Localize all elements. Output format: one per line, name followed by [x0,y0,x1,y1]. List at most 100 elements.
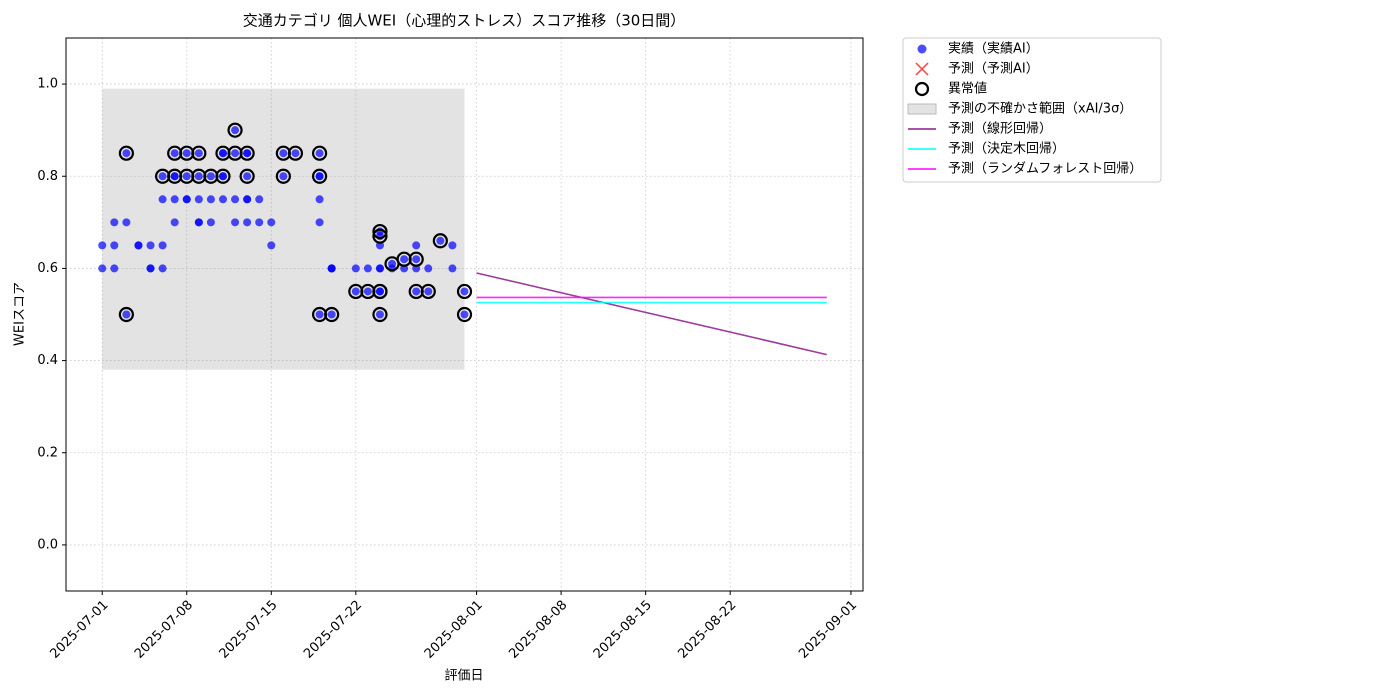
actual-point [122,218,131,227]
x-tick-label: 2025-08-22 [675,598,739,662]
actual-point [255,218,264,227]
legend-box [902,37,1162,183]
anomaly-marker [227,122,243,138]
actual-point [110,264,119,273]
actual-point [375,264,384,273]
legend-item: 実績（実績AI） [917,41,1039,57]
anomaly-marker [239,145,255,161]
actual-point [98,264,107,273]
anomaly-marker [456,283,473,300]
actual-point [218,172,227,181]
actual-point [448,264,457,273]
actual-point [327,264,336,273]
actual-point [279,172,288,181]
actual-point [194,149,203,158]
actual-point [194,218,203,227]
legend-item: 予測（ランダムフォレスト回帰） [908,161,1142,177]
anomaly-marker [432,233,448,249]
actual-point [122,149,131,158]
anomaly-marker [372,223,388,240]
actual-point [170,172,179,181]
actual-point [424,287,433,296]
actual-point [327,310,336,319]
anomaly-marker [215,168,231,184]
actual-point [122,310,131,319]
y-tick-label: 0.6 [37,261,58,276]
actual-point [375,310,384,319]
actual-point [363,287,372,296]
legend-item: 予測（線形回帰） [908,121,1052,137]
actual-point [400,255,409,264]
actual-point [146,241,155,250]
actual-point [182,195,191,204]
legend-label: 実績（実績AI） [948,41,1039,57]
actual-point [98,241,107,250]
actual-point [146,264,155,273]
x-tick-label: 2025-07-08 [132,598,196,662]
y-tick-label: 0.8 [37,169,58,184]
anomaly-marker [287,145,304,161]
actual-point [194,195,203,204]
legend-label: 予測（ランダムフォレスト回帰） [948,161,1142,177]
actual-point [170,195,179,204]
anomaly-marker [420,283,436,300]
actual-point [363,264,372,273]
legend-item: 予測（決定木回帰） [908,141,1065,157]
actual-point [315,310,324,319]
actual-point [243,172,252,181]
y-tick-label: 0.4 [37,353,58,368]
legend-label: 予測の不確かさ範囲（xAI/3σ） [948,101,1132,117]
legend-label: 予測（線形回帰） [948,121,1052,137]
y-axis-label: WEIスコア [13,282,28,346]
x-tick-label: 2025-08-08 [506,598,570,662]
anomaly-marker [372,306,388,323]
anomaly-marker [118,145,134,161]
x-tick-label: 2025-09-01 [796,598,860,662]
actual-point [412,287,421,296]
actual-point [182,172,191,181]
y-tick-label: 0.0 [37,537,58,552]
actual-point [194,172,203,181]
legend-label: 予測（決定木回帰） [948,141,1065,157]
anomaly-marker [456,306,473,323]
anomaly-marker [372,228,388,244]
x-tick-label: 2025-07-15 [217,598,281,662]
actual-point [315,218,324,227]
forecast-line [476,272,827,356]
legend-item: 予測（予測AI） [915,62,1039,77]
actual-point [460,287,469,296]
anomaly-marker [191,145,207,161]
actual-point [424,264,433,273]
x-tick-label: 2025-07-01 [47,598,111,662]
actual-point [231,195,240,204]
legend-swatch [915,62,929,76]
actual-point [291,149,300,158]
actual-point [255,195,264,204]
legend-swatch [914,81,930,97]
anomaly-marker [239,168,255,184]
y-tick-label: 0.2 [37,445,58,460]
actual-point [158,264,167,273]
actual-point [206,172,215,181]
actual-point [351,287,360,296]
actual-point [134,241,143,250]
actual-point [315,149,324,158]
actual-point [231,149,240,158]
actual-point [448,241,457,250]
actual-point [436,236,445,245]
actual-point [412,255,421,264]
anomaly-marker [311,168,328,184]
actual-point [206,218,215,227]
anomaly-marker [311,145,328,161]
actual-point [243,195,252,204]
anomaly-marker [324,306,340,323]
actual-point [267,218,276,227]
actual-point [460,310,469,319]
legend-item: 異常値 [914,81,987,97]
actual-point [243,218,252,227]
actual-point [375,287,384,296]
y-tick-label: 1.0 [37,77,58,92]
actual-point [315,172,324,181]
actual-point [158,241,167,250]
